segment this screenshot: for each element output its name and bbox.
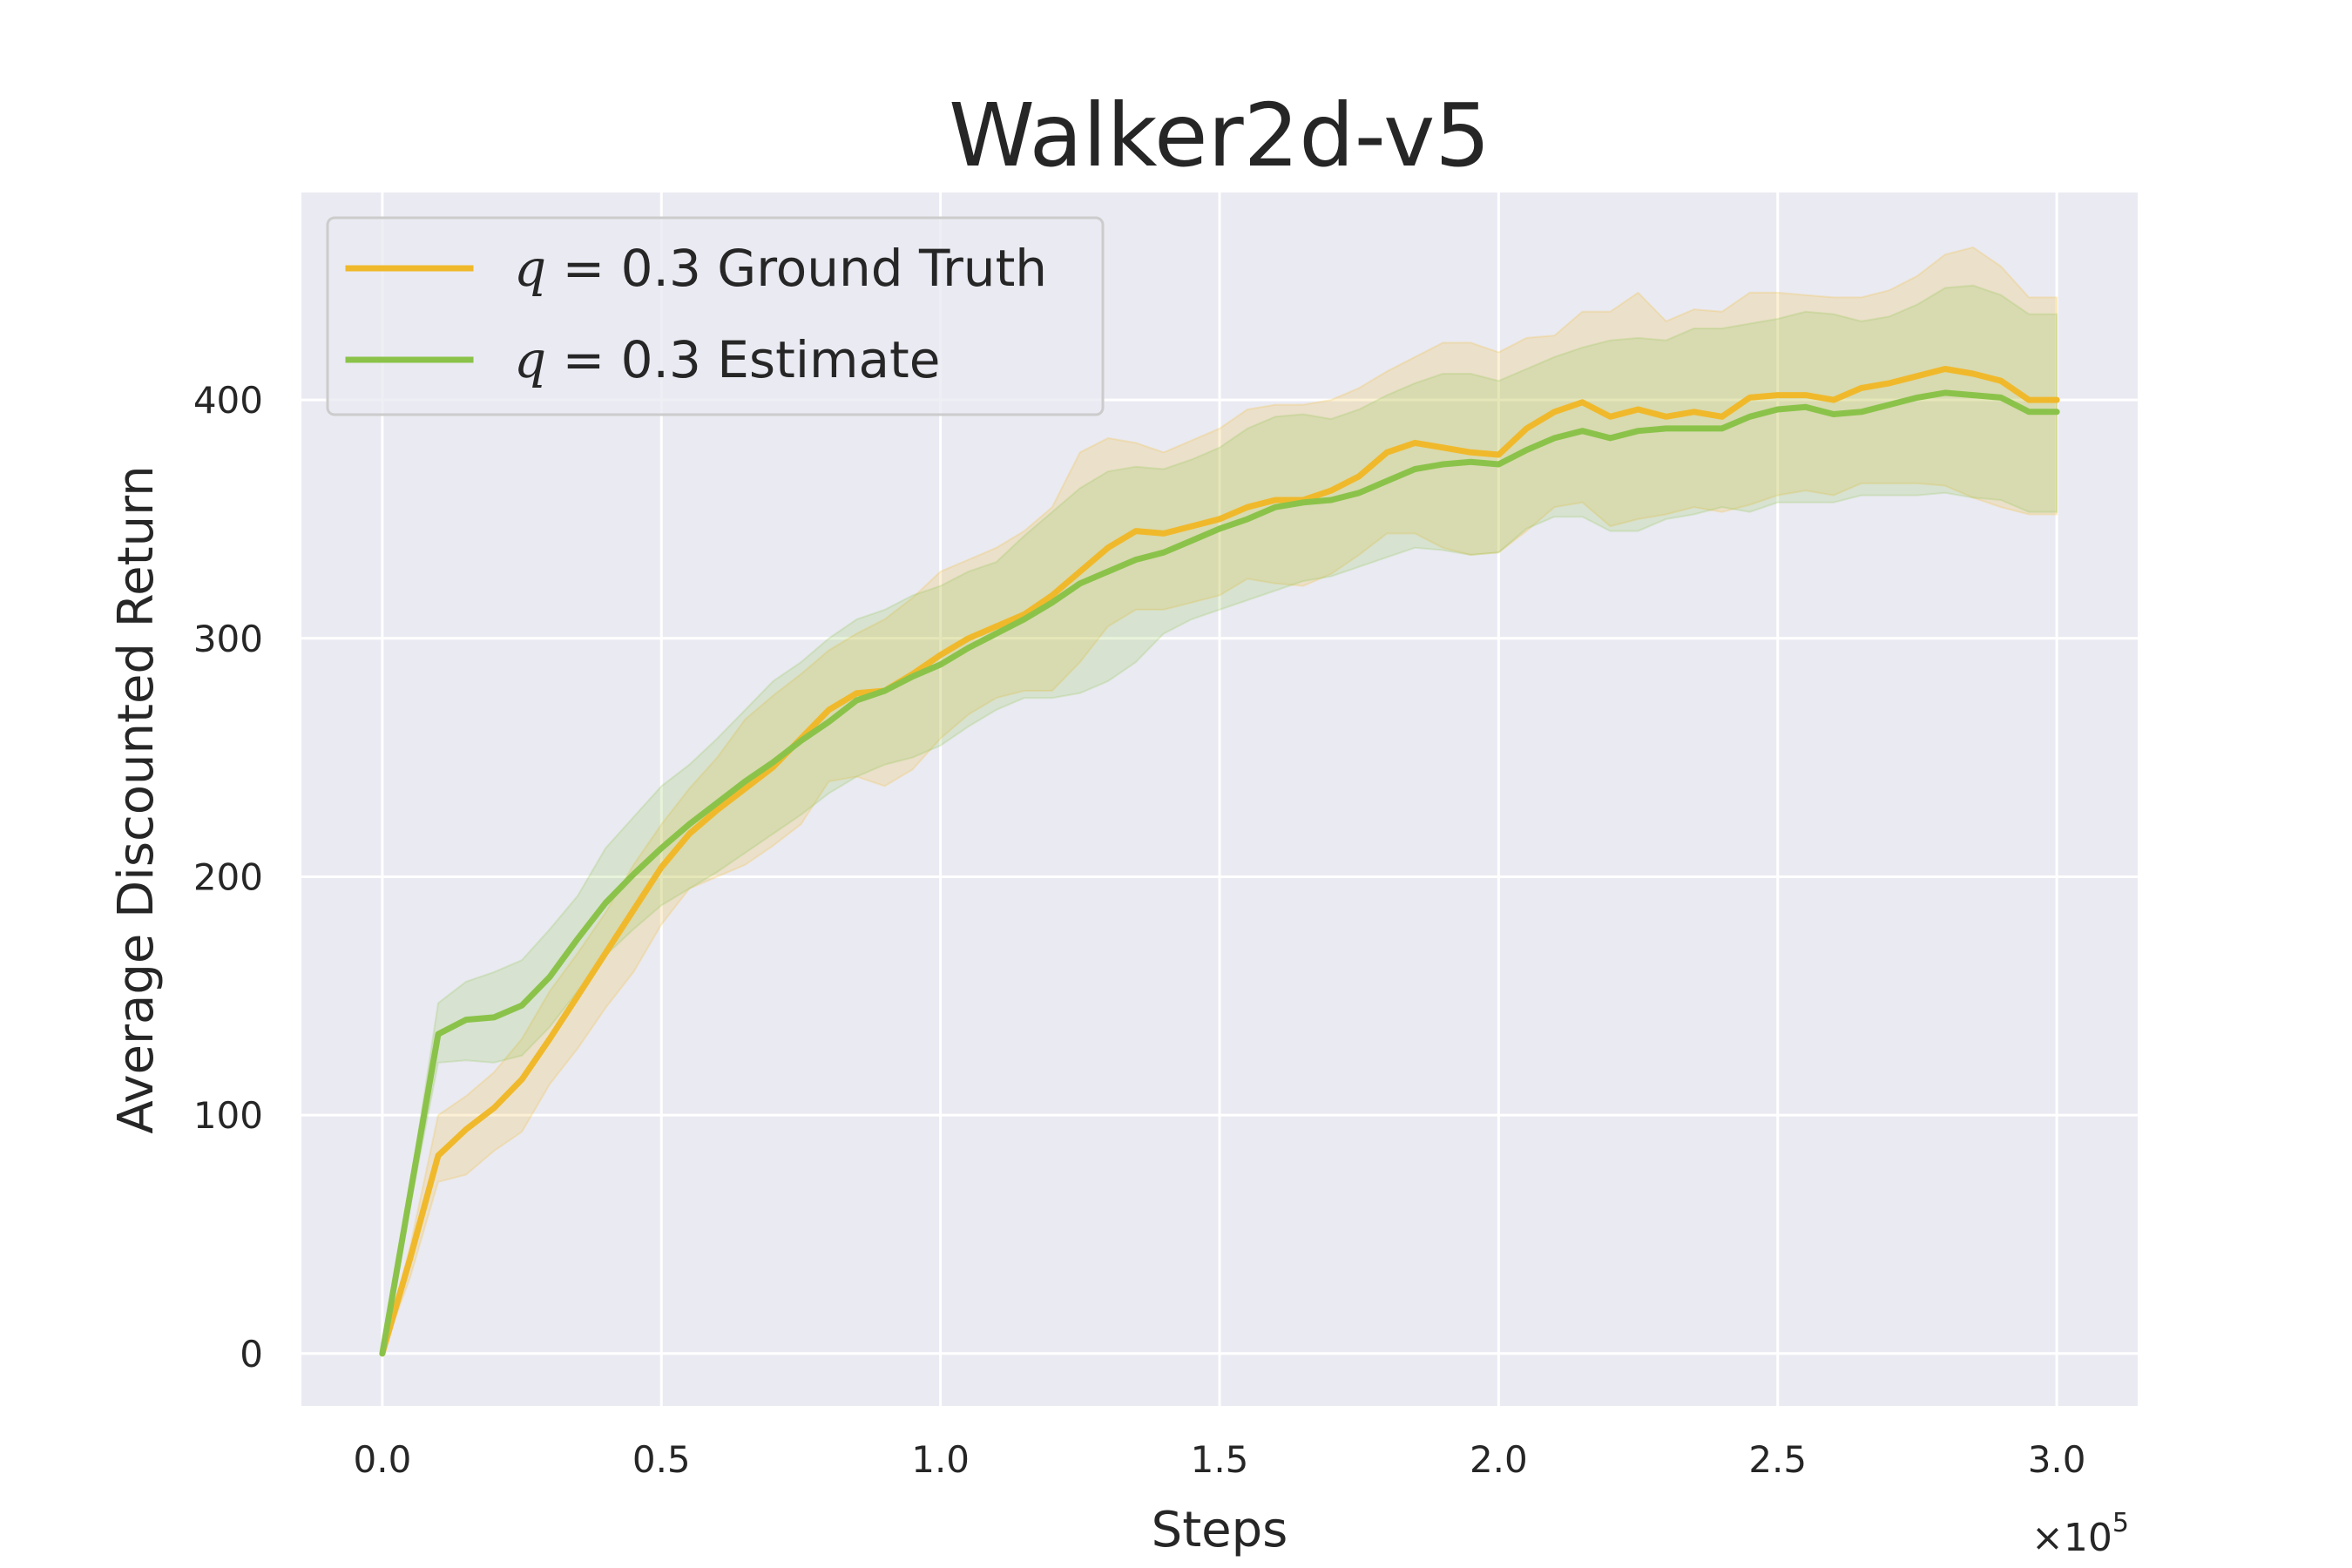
legend-text-estimate: = 0.3 Estimate xyxy=(546,330,940,389)
y-tick-label: 200 xyxy=(193,855,263,898)
x-tick-label: 3.0 xyxy=(2028,1438,2086,1481)
y-tick-label: 300 xyxy=(193,618,263,660)
legend-var-estimate: q xyxy=(514,330,546,389)
y-tick-label: 400 xyxy=(193,379,263,422)
y-tick-label: 0 xyxy=(240,1333,263,1375)
line-estimate xyxy=(379,389,2060,1357)
chart-title: Walker2d-v5 xyxy=(949,84,1490,186)
y-axis-label: Average Discounted Return xyxy=(108,465,165,1133)
y-tick-label: 100 xyxy=(193,1094,263,1137)
legend-label-ground-truth: q = 0.3 Ground Truth xyxy=(514,239,1047,298)
legend-label-estimate: q = 0.3 Estimate xyxy=(514,330,940,389)
y-tick-labels: 0 100 200 300 400 xyxy=(193,379,263,1375)
x-axis-label: Steps xyxy=(1152,1502,1288,1558)
x-axis-multiplier-exponent: 5 xyxy=(2112,1508,2129,1538)
x-tick-label: 0.5 xyxy=(632,1438,691,1481)
x-tick-label: 1.5 xyxy=(1191,1438,1249,1481)
x-tick-label: 2.0 xyxy=(1470,1438,1528,1481)
x-axis-multiplier: ×105 xyxy=(2031,1508,2129,1560)
series-lines xyxy=(379,366,2060,1357)
x-axis-multiplier-base: ×10 xyxy=(2031,1516,2112,1560)
x-tick-label: 1.0 xyxy=(911,1438,970,1481)
legend-var-ground-truth: q xyxy=(514,239,546,298)
x-tick-label: 0.0 xyxy=(354,1438,412,1481)
legend-box xyxy=(326,216,1105,416)
x-tick-label: 2.5 xyxy=(1748,1438,1807,1481)
x-tick-labels: 0.0 0.5 1.0 1.5 2.0 2.5 3.0 xyxy=(354,1438,2086,1481)
line-ground-truth xyxy=(379,366,2060,1357)
legend: q = 0.3 Ground Truth q = 0.3 Estimate xyxy=(326,216,1105,416)
legend-text-ground-truth: = 0.3 Ground Truth xyxy=(546,239,1047,298)
